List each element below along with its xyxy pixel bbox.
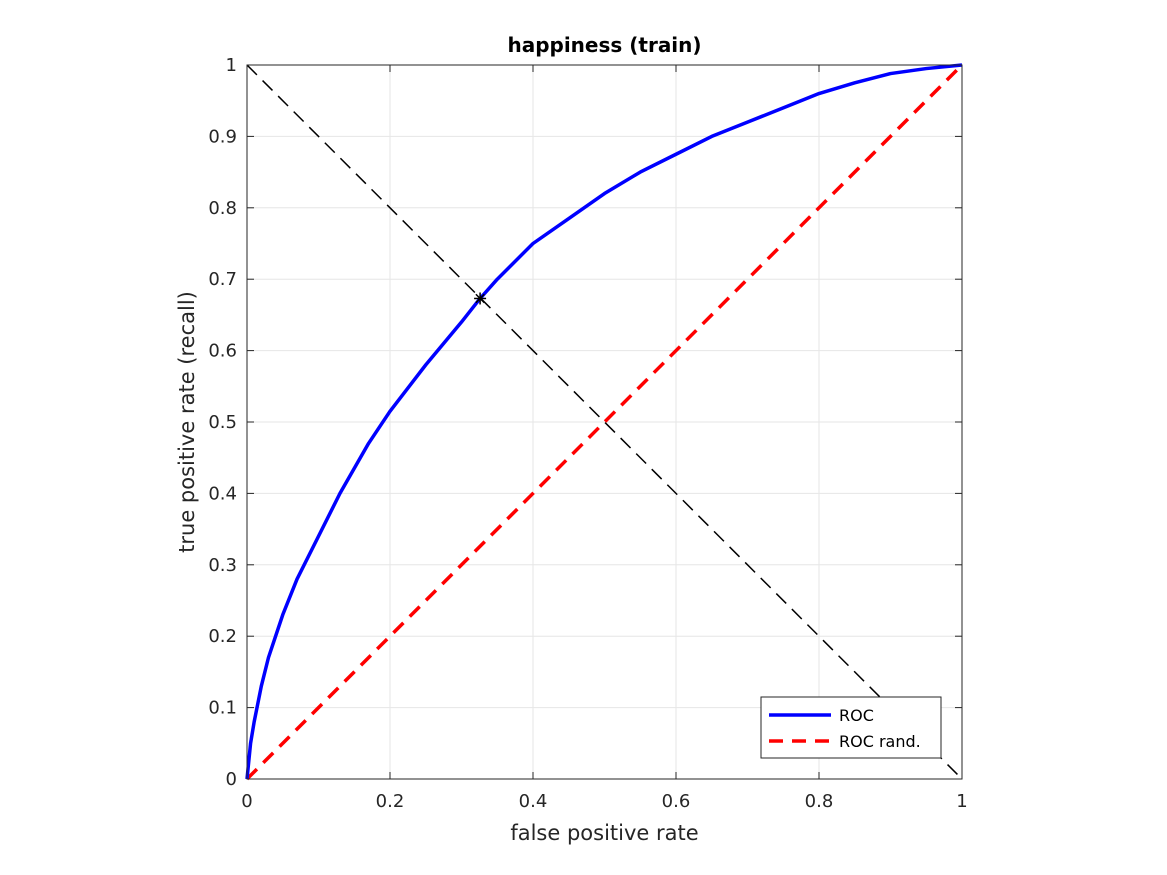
y-tick-label: 0 (226, 769, 237, 790)
x-tick-label: 1 (956, 791, 967, 812)
x-tick-label: 0.4 (519, 791, 548, 812)
x-tick-label: 0.6 (662, 791, 691, 812)
axis-ticks: 0 0.2 0.4 0.6 0.8 1 0 0.1 0.2 0.3 0.4 0.5 0.6 0.7 0.8 0… (208, 55, 967, 812)
legend-box (760, 696, 942, 759)
chart-title: happiness (train) (507, 33, 701, 57)
legend-label-roc: ROC (839, 706, 874, 725)
roc-rand-line (245, 63, 964, 781)
y-tick-label: 1 (226, 55, 237, 76)
legend: ROC ROC rand. (760, 696, 942, 759)
y-tick-label: 0.2 (208, 626, 237, 647)
y-tick-label: 0.9 (208, 126, 237, 147)
x-tick-label: 0 (241, 791, 252, 812)
legend-label-roc-rand: ROC rand. (839, 732, 921, 751)
reference-diagonal-line (246, 64, 963, 780)
y-tick-label: 0.3 (208, 555, 237, 576)
plot-series (245, 63, 964, 781)
grid-lines (246, 64, 963, 780)
marker-stroke (475, 293, 485, 304)
y-tick-label: 0.6 (208, 341, 237, 362)
y-tick-label: 0.1 (208, 698, 237, 719)
y-tick-label: 0.8 (208, 198, 237, 219)
y-tick-label: 0.5 (208, 412, 237, 433)
x-axis-label: false positive rate (510, 821, 698, 845)
y-tick-label: 0.7 (208, 269, 237, 290)
y-axis-label: true positive rate (recall) (175, 291, 199, 553)
y-tick-label: 0.4 (208, 483, 237, 504)
x-tick-label: 0.2 (376, 791, 405, 812)
operating-point-marker (474, 292, 487, 305)
x-tick-label: 0.8 (805, 791, 834, 812)
